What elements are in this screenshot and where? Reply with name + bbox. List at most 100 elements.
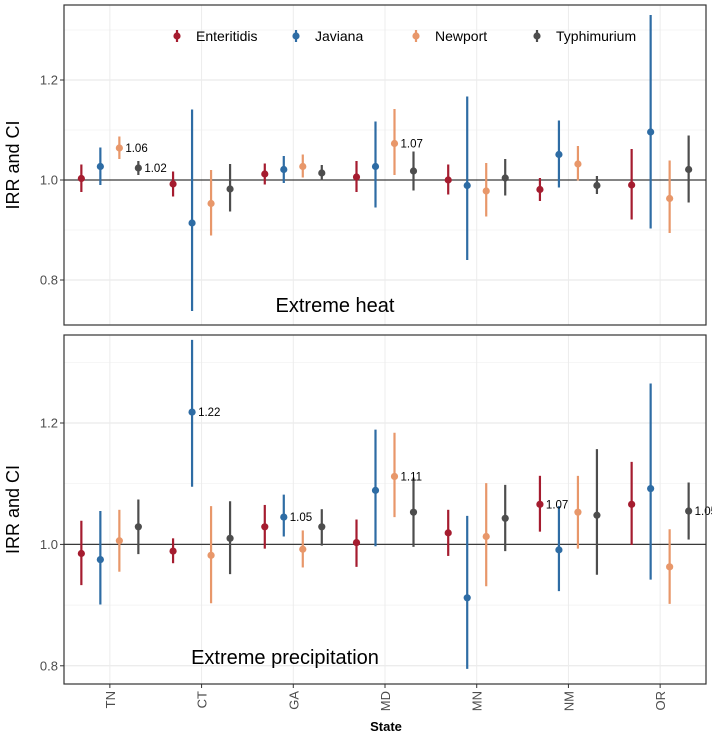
point-enteritidis — [444, 529, 452, 537]
legend-item-enteritidis: Enteritidis — [173, 28, 257, 44]
point-enteritidis — [169, 180, 177, 188]
point-newport — [666, 563, 674, 571]
point-newport — [666, 194, 674, 203]
point-typhimurium — [226, 534, 234, 542]
point-typhimurium — [501, 174, 509, 182]
point-javiana — [96, 555, 104, 564]
point-enteritidis — [77, 549, 85, 558]
point-enteritidis — [352, 173, 361, 181]
panel-extreme-precipitation: 0.8 1.0 1.2 IRR and CI 1.22 1.05 1.11 1.07 1.05 E… — [3, 334, 712, 685]
point-enteritidis — [536, 500, 544, 508]
point-typhimurium — [318, 523, 326, 531]
point-javiana — [280, 165, 288, 174]
point-enteritidis — [352, 538, 361, 547]
legend: Enteritidis Javiana Newport Typhimurium — [173, 28, 636, 44]
data-label: 1.22 — [198, 407, 220, 419]
point-newport — [299, 545, 307, 553]
point-javiana — [188, 219, 196, 227]
data-label: 1.02 — [144, 163, 166, 175]
point-typhimurium — [409, 167, 418, 175]
legend-key-point — [412, 32, 420, 40]
point-enteritidis — [444, 176, 452, 184]
point-newport — [482, 187, 490, 195]
point-enteritidis — [169, 547, 177, 555]
point-javiana — [647, 484, 655, 493]
data-label: 1.06 — [125, 143, 147, 155]
point-newport — [207, 551, 215, 559]
panel-title: Extreme precipitation — [191, 647, 379, 669]
panel-border — [63, 4, 707, 326]
x-tick-label: NM — [561, 691, 576, 711]
legend-label: Enteritidis — [196, 28, 257, 44]
legend-key-point — [173, 32, 181, 40]
data-label: 1.05 — [290, 512, 312, 524]
data-label: 1.07 — [546, 499, 568, 511]
point-javiana — [555, 150, 563, 159]
point-enteritidis — [261, 170, 269, 178]
legend-key-point — [292, 32, 300, 40]
point-javiana — [555, 546, 563, 554]
point-enteritidis — [261, 523, 269, 531]
point-enteritidis — [536, 185, 544, 194]
y-tick-label: 1.2 — [40, 73, 58, 88]
point-typhimurium — [685, 507, 693, 515]
point-typhimurium — [134, 523, 142, 531]
y-tick-label: 1.0 — [40, 173, 58, 188]
point-typhimurium — [318, 169, 326, 177]
point-enteritidis — [628, 181, 636, 189]
y-axis-label: IRR and CI — [3, 465, 23, 554]
point-typhimurium — [501, 514, 509, 522]
x-tick-label: GA — [286, 691, 301, 710]
point-newport — [207, 199, 215, 208]
panel-extreme-heat: 0.8 1.0 1.2 IRR and CI 1.06 1.02 1.07 Extreme h… — [3, 4, 707, 326]
point-newport — [574, 508, 582, 516]
point-enteritidis — [628, 500, 636, 508]
point-newport — [299, 162, 307, 171]
point-javiana — [647, 128, 655, 136]
y-tick-label: 0.8 — [40, 658, 58, 673]
x-tick-label: MD — [378, 691, 393, 711]
legend-item-javiana: Javiana — [292, 28, 363, 44]
point-javiana — [188, 408, 196, 416]
point-javiana — [371, 162, 380, 171]
point-typhimurium — [593, 511, 601, 519]
data-label: 1.05 — [695, 506, 712, 518]
point-javiana — [463, 181, 471, 190]
panel-title: Extreme heat — [276, 295, 395, 317]
point-newport — [115, 537, 123, 545]
point-typhimurium — [685, 165, 693, 174]
x-tick-label: OR — [653, 691, 668, 711]
point-typhimurium — [226, 185, 234, 193]
point-javiana — [463, 594, 471, 602]
y-tick-label: 0.8 — [40, 273, 58, 288]
point-newport — [390, 139, 399, 148]
x-tick-label: CT — [195, 691, 210, 708]
y-axis-label: IRR and CI — [3, 120, 23, 209]
point-newport — [390, 472, 399, 481]
point-enteritidis — [77, 174, 85, 183]
point-newport — [115, 144, 123, 152]
y-tick-label: 1.0 — [40, 537, 58, 552]
x-tick-label: MN — [470, 691, 485, 711]
point-typhimurium — [409, 508, 418, 516]
legend-label: Newport — [435, 28, 487, 44]
legend-key-point — [533, 32, 541, 40]
point-newport — [482, 532, 490, 541]
x-axis: TN CT GA MD MN NM OR — [103, 684, 668, 711]
data-label: 1.07 — [401, 139, 423, 151]
point-newport — [574, 160, 582, 168]
point-javiana — [96, 162, 104, 171]
chart-panels: 0.8 1.0 1.2 IRR and CI 1.06 1.02 1.07 Extreme h… — [3, 4, 712, 685]
x-tick-label: TN — [103, 691, 118, 708]
point-javiana — [371, 486, 380, 494]
point-javiana — [280, 513, 288, 521]
legend-item-newport: Newport — [412, 28, 487, 44]
point-typhimurium — [134, 164, 142, 172]
legend-label: Javiana — [315, 28, 363, 44]
x-axis-label: State — [370, 719, 402, 734]
legend-item-typhimurium: Typhimurium — [533, 28, 636, 44]
point-typhimurium — [593, 181, 601, 190]
data-label: 1.11 — [401, 471, 423, 483]
legend-label: Typhimurium — [556, 28, 636, 44]
